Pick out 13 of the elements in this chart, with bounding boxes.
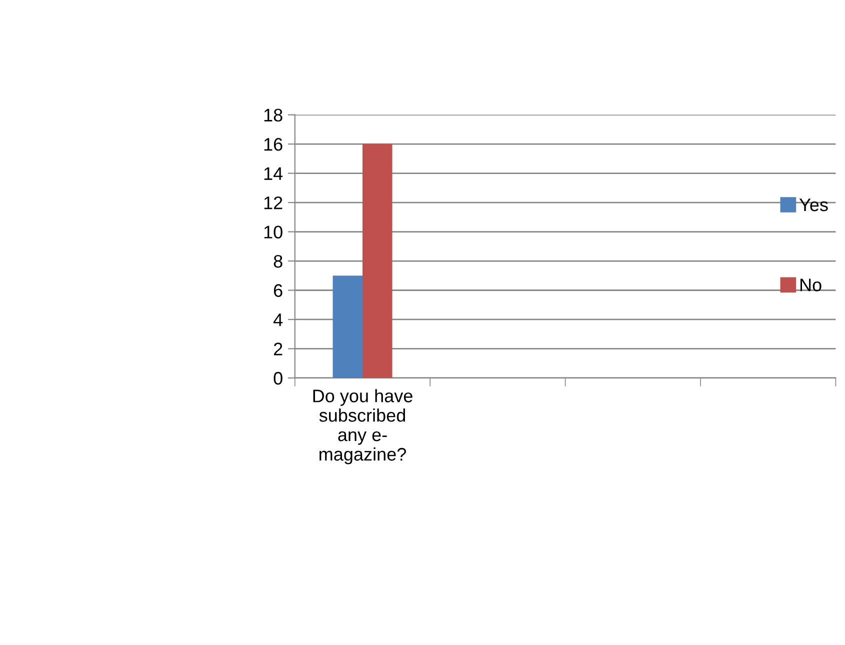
y-tick-label: 4 (273, 314, 283, 326)
y-tick-label: 6 (274, 284, 282, 297)
y-tick-label: 14 (264, 167, 283, 180)
y-tick-label: 2 (274, 342, 282, 356)
y-tick-label: 18 (264, 108, 282, 122)
y-tick-label: 10 (264, 226, 282, 238)
x-tick-label: Do you have subscribed any e- magazine? (313, 389, 412, 464)
y-tick-label: 12 (264, 196, 282, 210)
y-tick-label: 16 (264, 138, 282, 151)
y-tick-label: 0 (274, 372, 282, 385)
legend-label: Yes (799, 198, 828, 212)
y-tick-label: 8 (274, 254, 282, 268)
legend-label: No (800, 278, 822, 292)
